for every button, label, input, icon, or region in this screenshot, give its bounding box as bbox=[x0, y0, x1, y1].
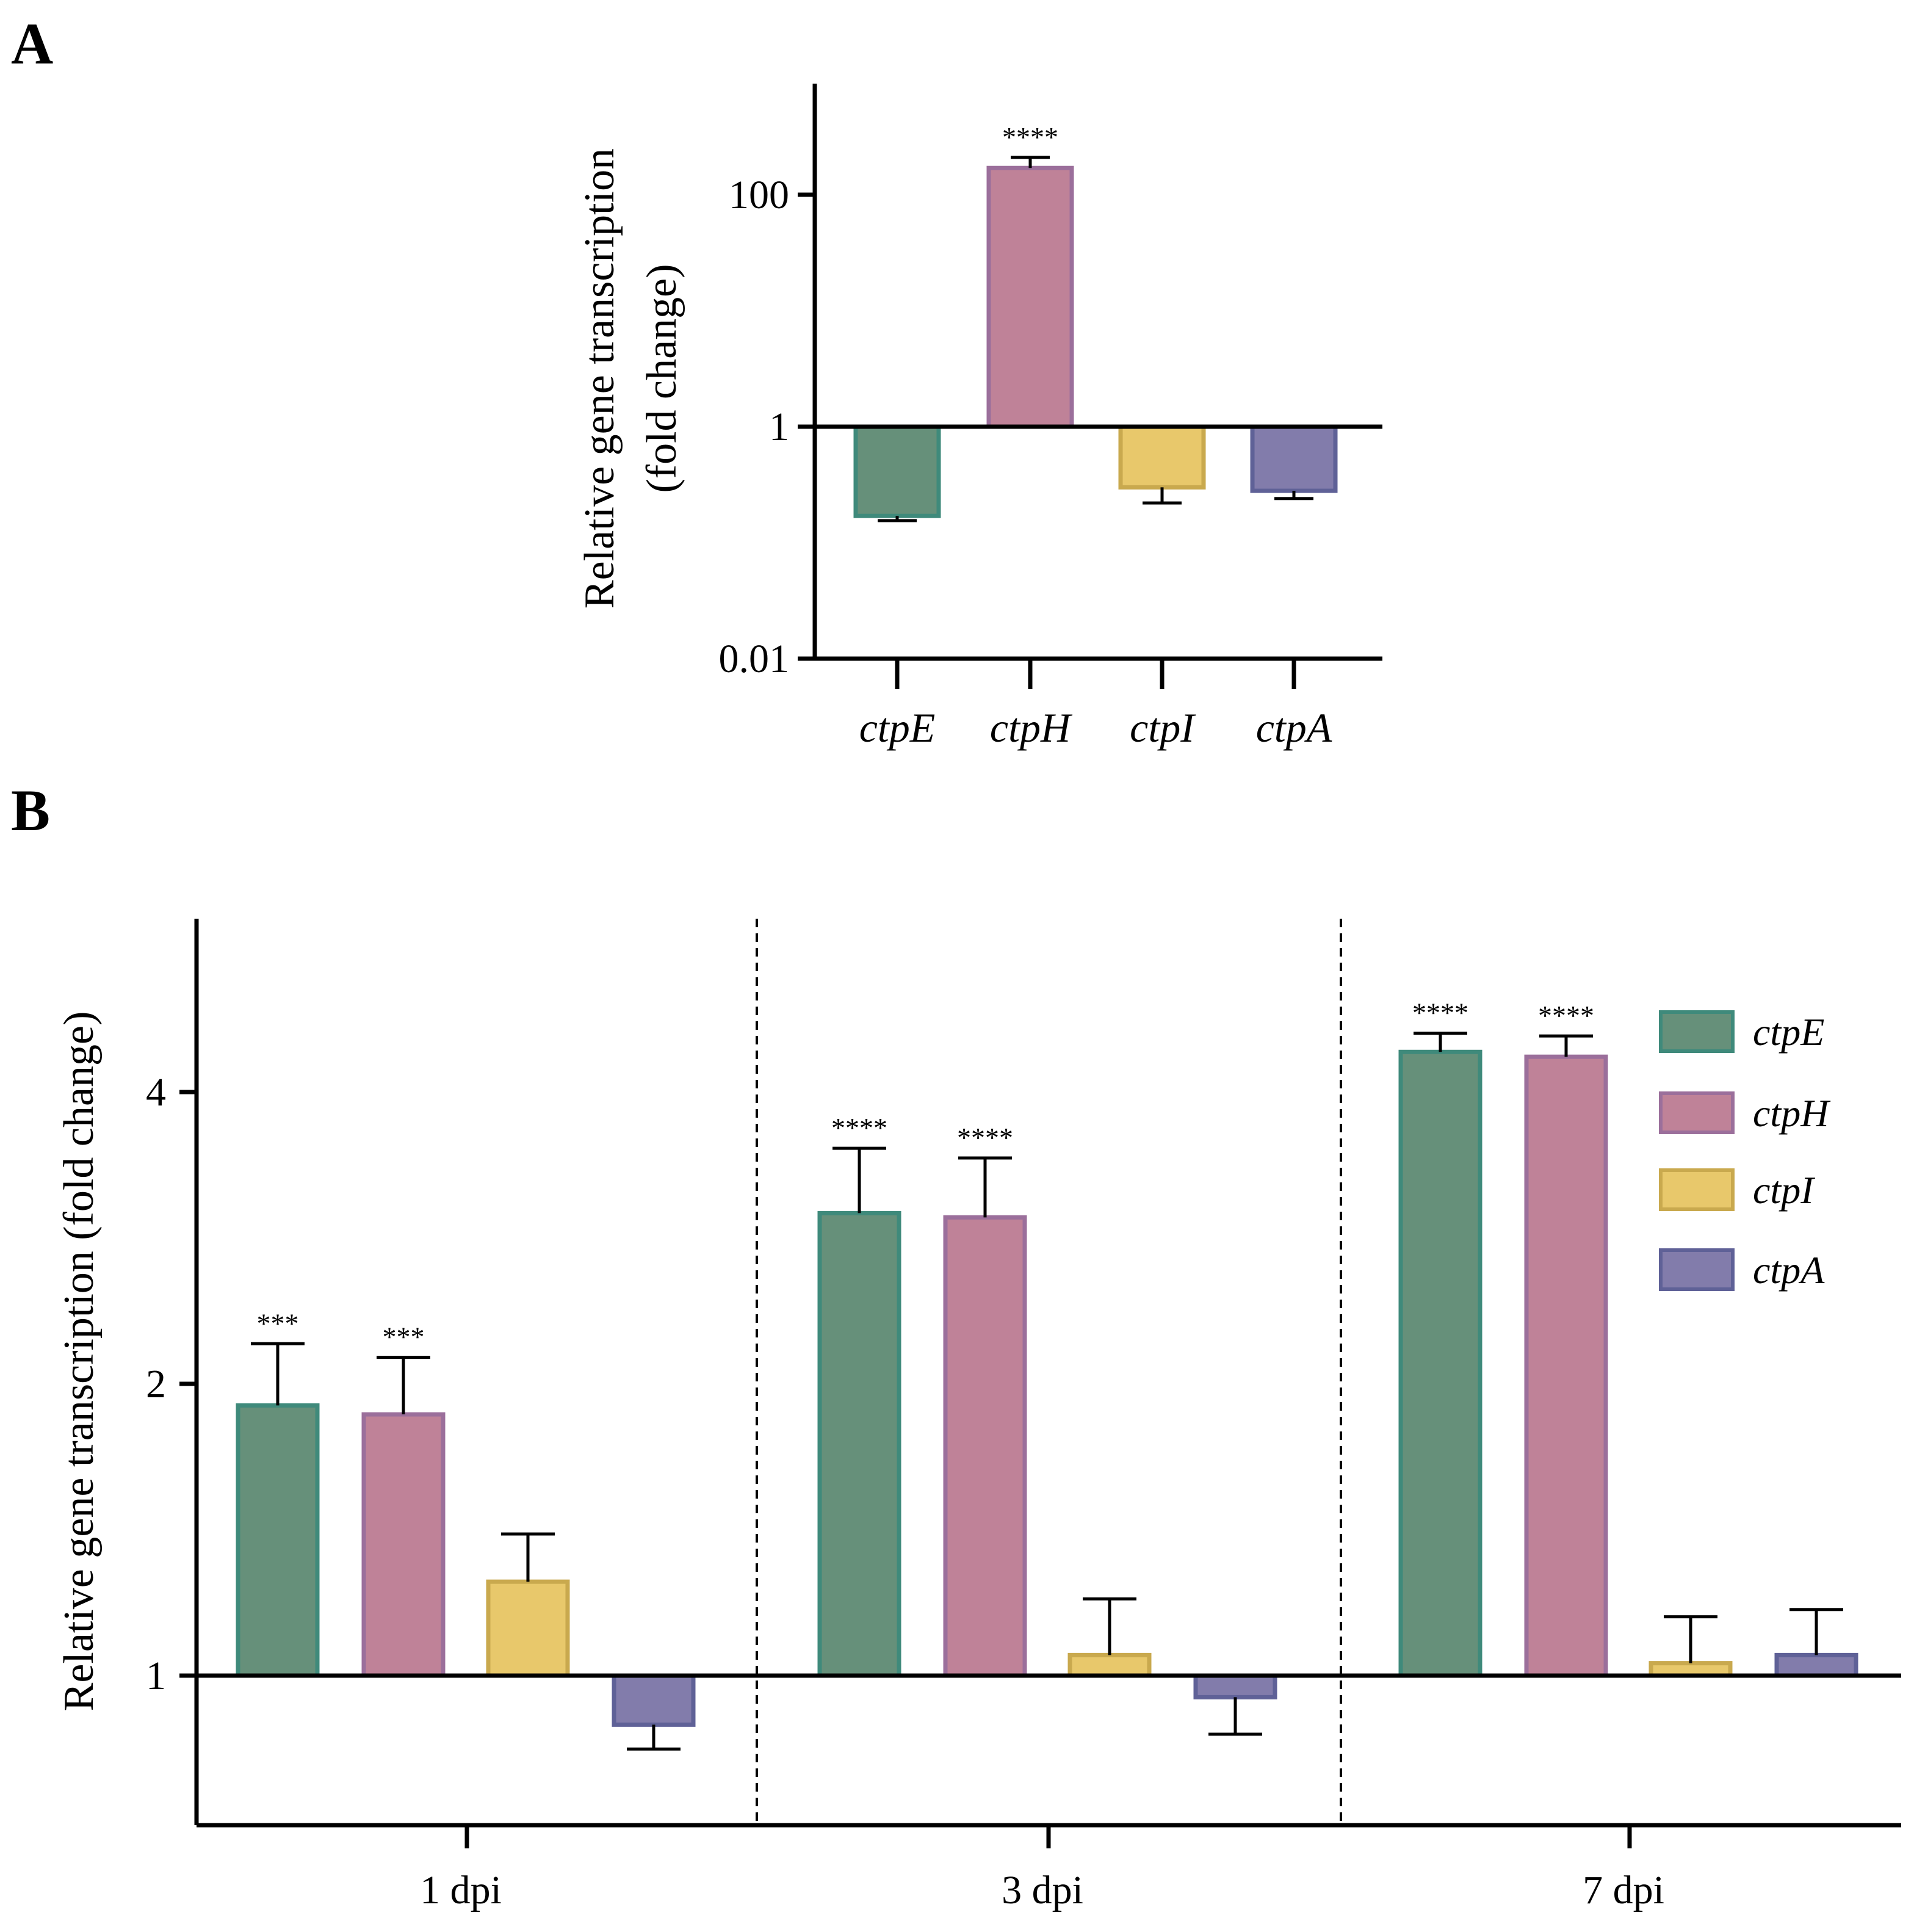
panel-b-significance-ctpH: **** bbox=[957, 1122, 1013, 1153]
panel-a-bar-ctpI bbox=[1118, 424, 1206, 490]
panel-b-significance-ctpE: *** bbox=[257, 1308, 299, 1339]
panel-b-axes bbox=[194, 919, 1901, 1828]
panel-a-y-tick-label: 1 bbox=[769, 405, 789, 449]
panel-a-bar-ctpA bbox=[1250, 424, 1338, 493]
panel-a-bar-ctpH bbox=[986, 165, 1074, 429]
panel-a-error-bars bbox=[878, 156, 1313, 523]
panel-a-bars bbox=[853, 165, 1338, 518]
panel-b-group-label: 1 dpi bbox=[420, 1868, 502, 1912]
legend-label-ctpE: ctpE bbox=[1753, 1010, 1824, 1054]
panel-b-bar-ctpA bbox=[1193, 1673, 1277, 1699]
panel-a-y-axis-title-line2: (fold change) bbox=[638, 264, 685, 493]
panel-b-legend: ctpE ctpH ctpI ctpA bbox=[1659, 1010, 1831, 1292]
panel-a-category-label-ctpH: ctpH bbox=[990, 704, 1073, 751]
panel-a-significance: **** bbox=[1002, 121, 1058, 153]
panel-a-y-axis-title-line1: Relative gene transcription bbox=[576, 148, 623, 609]
panel-b-bar-ctpH bbox=[1524, 1054, 1608, 1678]
panel-b-bar-ctpA bbox=[612, 1673, 696, 1727]
panel-b-bar-ctpA bbox=[1774, 1652, 1858, 1678]
panel-a-y-tick-label: 0.01 bbox=[719, 637, 790, 681]
panel-b-y-tick-label: 1 bbox=[146, 1654, 166, 1698]
panel-b-bar-ctpI bbox=[1067, 1652, 1152, 1678]
legend-swatch-ctpH bbox=[1659, 1091, 1735, 1134]
panel-b-significance-ctpE: **** bbox=[831, 1112, 887, 1143]
panel-a-category-label-ctpE: ctpE bbox=[859, 704, 936, 751]
panel-b-bar-ctpE bbox=[236, 1403, 320, 1678]
panel-a-category-labels: ctpE ctpH ctpI ctpA bbox=[859, 704, 1332, 751]
panel-a-ticks: 0.01 1 100 bbox=[719, 173, 1296, 689]
legend-label-ctpI: ctpI bbox=[1753, 1168, 1815, 1212]
panel-a-y-tick-label: 100 bbox=[729, 173, 789, 217]
legend-label-ctpH: ctpH bbox=[1753, 1091, 1831, 1135]
panel-b-y-tick-label: 2 bbox=[146, 1362, 166, 1406]
legend-swatch-ctpI bbox=[1659, 1168, 1735, 1211]
panel-b-bars bbox=[236, 1049, 1858, 1727]
legend-swatch-ctpA bbox=[1659, 1248, 1735, 1291]
panel-a-category-label-ctpA: ctpA bbox=[1256, 704, 1332, 751]
panel-b-significance: ********************** bbox=[257, 997, 1595, 1353]
panel-b-bar-ctpH bbox=[943, 1215, 1027, 1678]
panel-b-ticks: 1 2 4 bbox=[146, 1070, 1632, 1848]
panel-b-significance-ctpE: **** bbox=[1412, 997, 1468, 1029]
panel-b-y-axis-title: Relative gene transcription (fold change… bbox=[56, 1011, 103, 1712]
panel-b-significance-ctpH: **** bbox=[1538, 1000, 1594, 1031]
panel-b-chart: ********************** 124 1 dpi 3 dpi 7 d… bbox=[56, 919, 1901, 1912]
panel-a-category-label-ctpI: ctpI bbox=[1130, 704, 1196, 751]
panel-a-letter: A bbox=[11, 11, 53, 76]
panel-b-group-label: 3 dpi bbox=[1002, 1868, 1083, 1912]
panel-b-bar-ctpH bbox=[361, 1412, 446, 1678]
panel-b-y-tick-label: 4 bbox=[146, 1070, 166, 1115]
panel-b-significance-ctpH: *** bbox=[383, 1322, 425, 1353]
legend-swatch-ctpE bbox=[1659, 1010, 1735, 1053]
panel-a-chart: **** 0.01 1 100 ctpE ctpH ctpI ctpA Relative … bbox=[576, 84, 1382, 751]
panel-a-significance-ctpH: **** bbox=[1002, 121, 1058, 153]
legend-label-ctpA: ctpA bbox=[1753, 1248, 1825, 1292]
panel-b-bar-ctpE bbox=[817, 1210, 901, 1678]
panel-b-bar-ctpI bbox=[486, 1579, 570, 1678]
panel-a-axes bbox=[812, 84, 1382, 661]
panel-b-bar-ctpE bbox=[1398, 1049, 1482, 1678]
panel-a-bar-ctpE bbox=[853, 424, 941, 518]
panel-b-letter: B bbox=[11, 778, 50, 843]
panel-b-error-bars bbox=[251, 1032, 1843, 1751]
panel-b-group-labels: 1 dpi 3 dpi 7 dpi bbox=[420, 1868, 1664, 1912]
panel-b-group-label: 7 dpi bbox=[1583, 1868, 1664, 1912]
